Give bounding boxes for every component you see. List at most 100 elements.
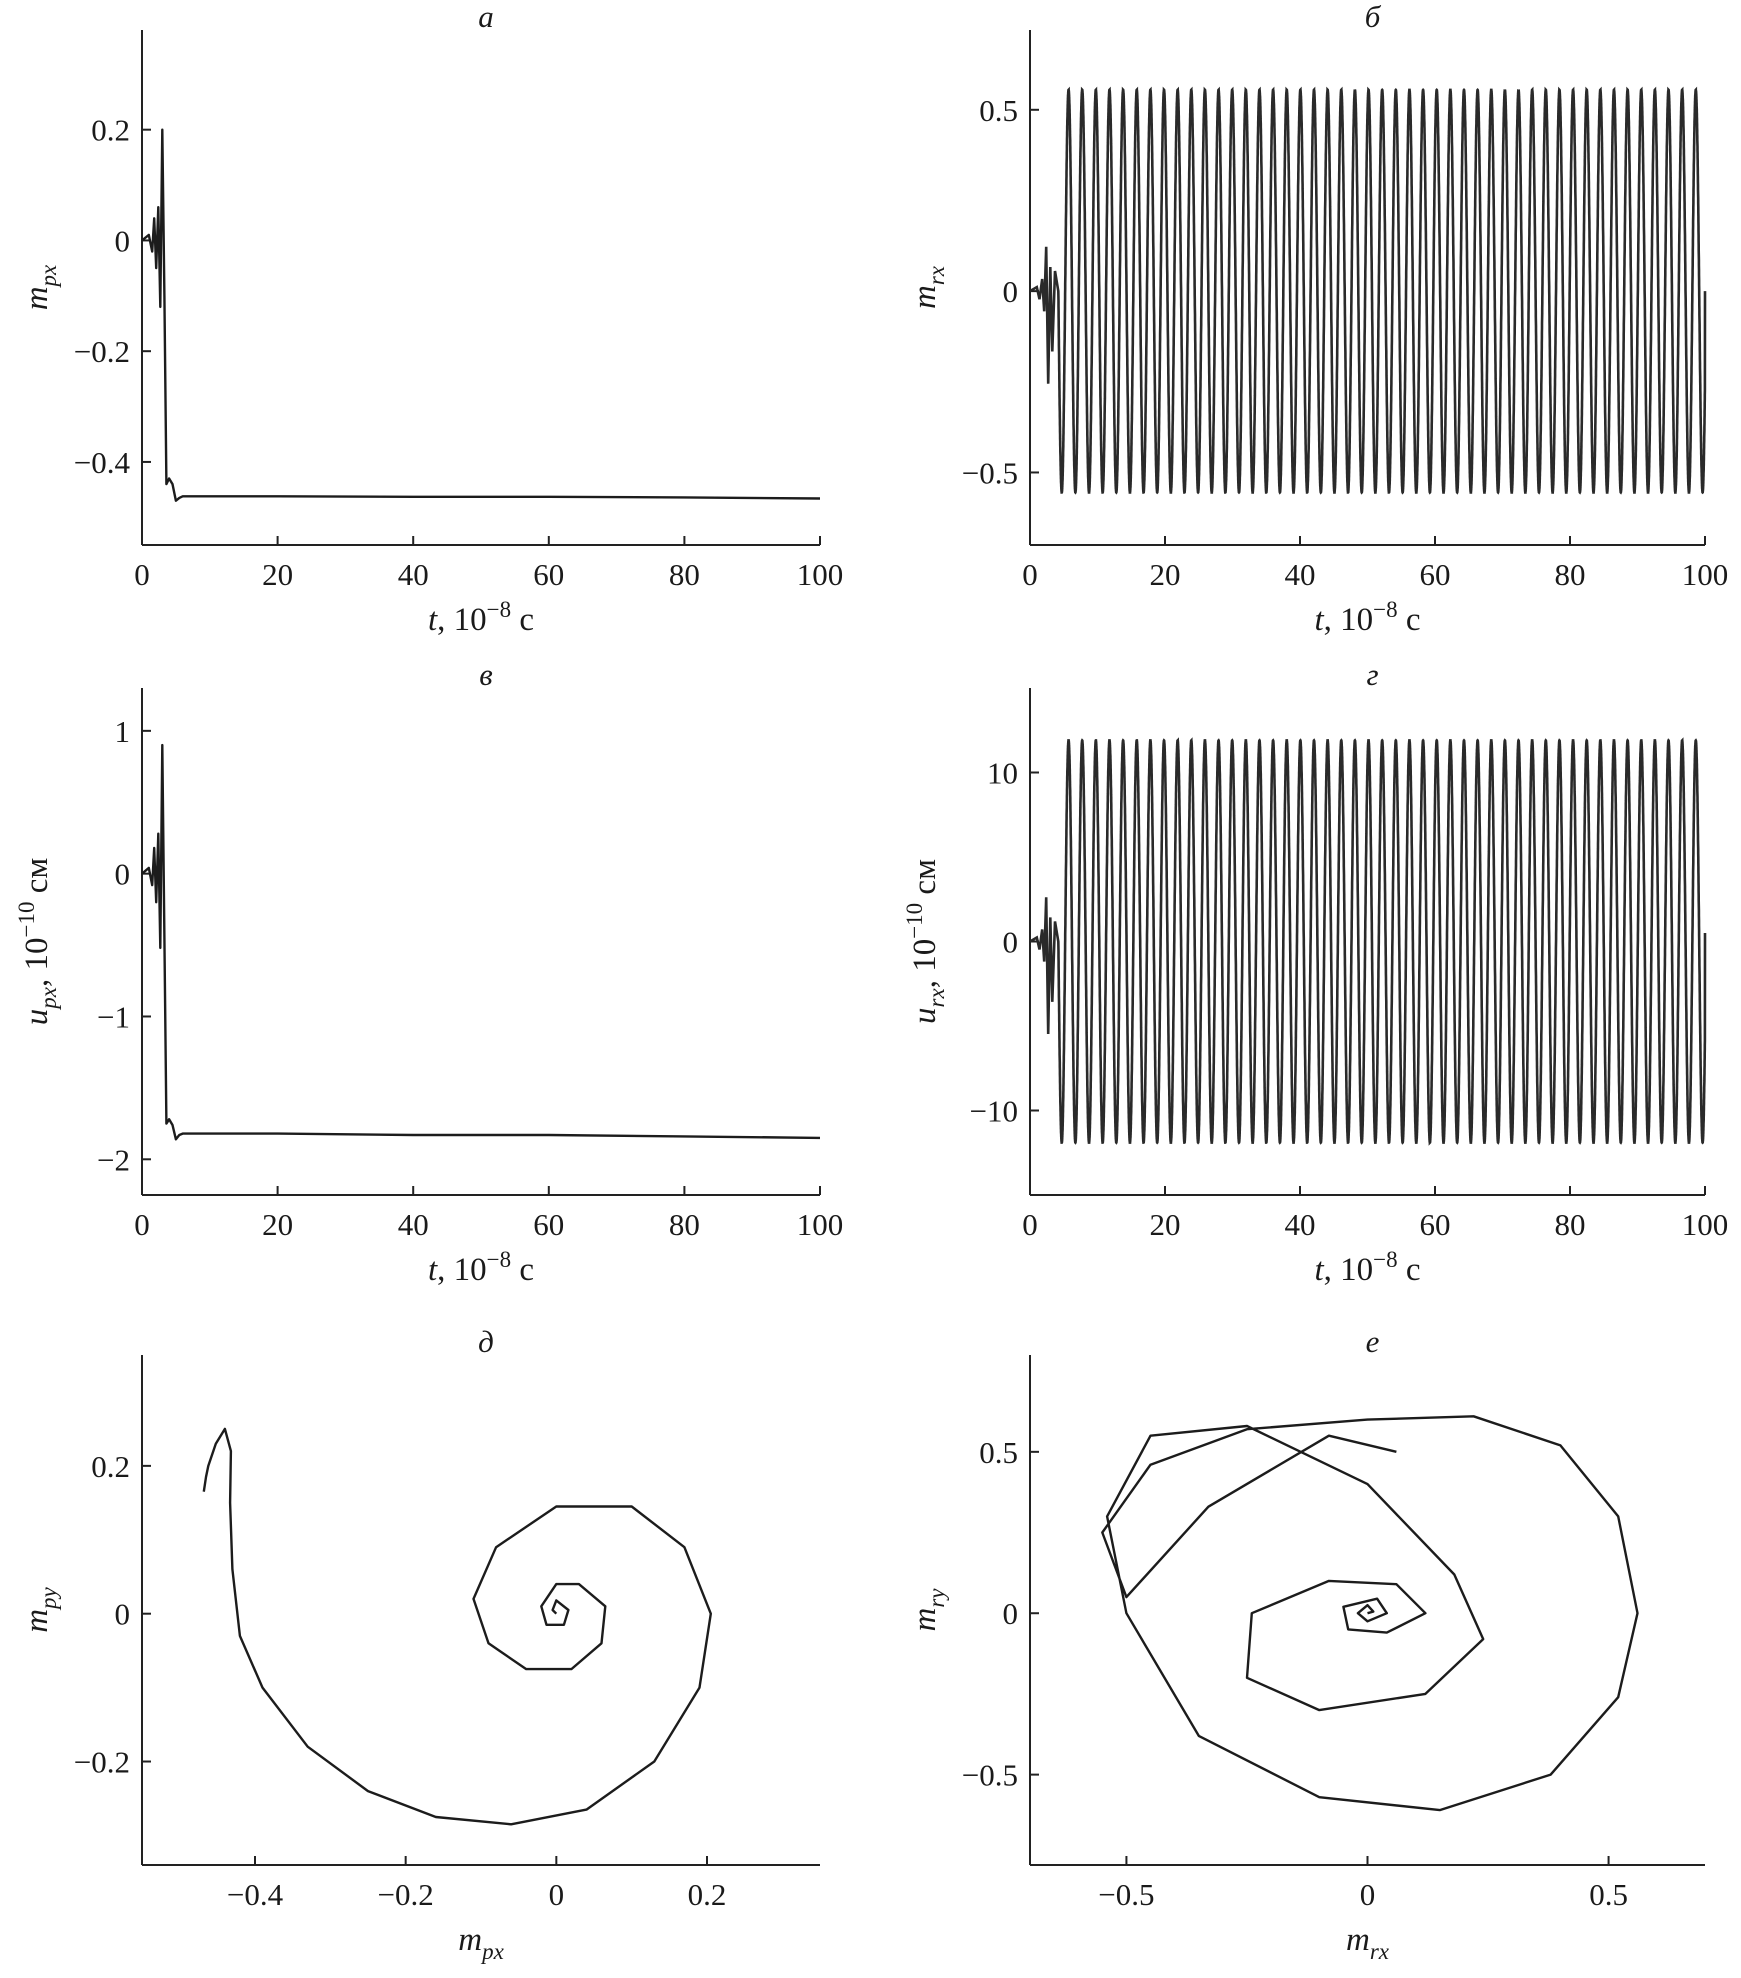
x-axis-label-unit: , 10 xyxy=(437,602,487,638)
y-tick-label: −0.5 xyxy=(962,1758,1018,1793)
y-tick-label: 0 xyxy=(115,1597,131,1632)
y-axis-label-tail: см xyxy=(19,858,55,902)
x-axis-label-var: m xyxy=(458,1922,482,1958)
y-tick-label: 0.5 xyxy=(979,1435,1018,1470)
y-tick-label: −1 xyxy=(97,999,130,1034)
x-tick-label: −0.5 xyxy=(1098,1877,1154,1912)
x-tick-label: 60 xyxy=(533,1207,564,1242)
data-series-line xyxy=(1029,737,1707,1146)
x-tick-label: 0.5 xyxy=(1589,1877,1628,1912)
y-axis-label-tail: см xyxy=(907,859,943,903)
x-tick-label: 0 xyxy=(134,557,150,592)
x-tick-label: 80 xyxy=(1555,557,1586,592)
y-tick-label: −2 xyxy=(97,1142,130,1177)
panel-label: в xyxy=(479,657,492,692)
x-axis-label-exp: −8 xyxy=(1373,1247,1397,1272)
y-axis-label-sub: py xyxy=(36,1586,61,1611)
y-axis-label-unit: , 10 xyxy=(19,938,55,988)
x-tick-label: 40 xyxy=(398,1207,429,1242)
y-tick-label: 0 xyxy=(115,857,131,892)
data-series-line xyxy=(1029,86,1707,495)
y-axis-label-sub: rx xyxy=(924,988,949,1008)
y-axis-label-sub: rx xyxy=(924,265,949,285)
y-axis-label-sub: px xyxy=(36,986,61,1011)
y-axis-label-var: m xyxy=(19,1609,55,1633)
x-tick-label: 0 xyxy=(1360,1877,1376,1912)
x-tick-label: 20 xyxy=(1150,557,1181,592)
x-axis-label-tail: с xyxy=(1398,602,1421,638)
y-axis-label-var: m xyxy=(907,1608,943,1632)
x-axis-label-var: t xyxy=(428,1252,438,1288)
y-axis-label-var: u xyxy=(907,1007,943,1024)
x-axis-label-exp: −8 xyxy=(487,597,511,622)
y-tick-label: 0 xyxy=(1003,925,1019,960)
panel-label: г xyxy=(1366,657,1378,692)
y-axis-label-exp: −10 xyxy=(14,902,39,938)
y-axis-label-var: m xyxy=(907,285,943,309)
x-tick-label: 60 xyxy=(1420,1207,1451,1242)
x-tick-label: 20 xyxy=(262,1207,293,1242)
data-series-line xyxy=(141,743,821,1141)
y-tick-label: −0.4 xyxy=(74,445,131,480)
y-tick-label: 0.2 xyxy=(91,113,130,148)
panel-label: а xyxy=(478,0,494,34)
x-axis-label-var: t xyxy=(428,602,438,638)
y-tick-label: −0.2 xyxy=(74,1745,130,1780)
y-tick-label: −0.2 xyxy=(74,334,130,369)
x-axis-label-tail: с xyxy=(1398,1252,1421,1288)
x-axis-label: mpx xyxy=(458,1922,504,1964)
y-axis-label-unit: , 10 xyxy=(907,939,943,989)
x-axis-label-exp: −8 xyxy=(1373,597,1397,622)
x-tick-label: 0 xyxy=(1022,1207,1038,1242)
y-axis-label: mpy xyxy=(19,1586,61,1632)
y-axis-label-var: u xyxy=(19,1009,55,1026)
x-axis-label: t, 10−8 с xyxy=(428,1247,534,1288)
x-tick-label: 60 xyxy=(1420,557,1451,592)
x-axis-label-unit: , 10 xyxy=(437,1252,487,1288)
x-axis-label-sub: rx xyxy=(1370,1939,1390,1964)
x-tick-label: 20 xyxy=(1150,1207,1181,1242)
x-tick-label: 40 xyxy=(1285,557,1316,592)
x-axis-label-var: m xyxy=(1346,1922,1370,1958)
y-tick-label: 10 xyxy=(987,756,1018,791)
x-tick-label: 0.2 xyxy=(688,1877,727,1912)
x-tick-label: 40 xyxy=(1285,1207,1316,1242)
panel-label: б xyxy=(1365,0,1382,34)
x-tick-label: 80 xyxy=(669,1207,700,1242)
x-axis-label-var: t xyxy=(1314,602,1324,638)
x-tick-label: 40 xyxy=(398,557,429,592)
y-tick-label: 1 xyxy=(115,714,131,749)
x-tick-label: −0.4 xyxy=(227,1877,284,1912)
x-tick-label: −0.2 xyxy=(378,1877,434,1912)
data-series-line xyxy=(141,128,821,502)
x-tick-label: 0 xyxy=(1022,557,1038,592)
y-axis-label: mpx xyxy=(19,264,61,310)
x-tick-label: 80 xyxy=(669,557,700,592)
y-tick-label: −0.5 xyxy=(962,455,1018,490)
x-tick-label: 100 xyxy=(797,1207,844,1242)
y-axis-label-var: m xyxy=(19,286,55,310)
y-axis-label: mrx xyxy=(907,265,949,309)
y-axis-label-sub: px xyxy=(36,264,61,289)
y-tick-label: −10 xyxy=(970,1094,1018,1129)
x-tick-label: 100 xyxy=(1682,557,1729,592)
x-axis-label-tail: с xyxy=(511,1252,534,1288)
data-series-line xyxy=(1101,1415,1639,1812)
x-axis-label: t, 10−8 с xyxy=(1314,597,1420,638)
x-tick-label: 20 xyxy=(262,557,293,592)
y-axis-label: upx, 10−10 см xyxy=(14,858,61,1026)
x-tick-label: 100 xyxy=(1682,1207,1729,1242)
x-axis-label-tail: с xyxy=(511,602,534,638)
y-tick-label: 0.2 xyxy=(91,1449,130,1484)
x-tick-label: 0 xyxy=(134,1207,150,1242)
panel-label: д xyxy=(478,1324,494,1359)
x-axis-label-unit: , 10 xyxy=(1324,1252,1374,1288)
y-axis-label-exp: −10 xyxy=(902,903,927,939)
x-axis-label: t, 10−8 с xyxy=(428,597,534,638)
x-tick-label: 0 xyxy=(549,1877,565,1912)
x-axis-label-var: t xyxy=(1314,1252,1324,1288)
